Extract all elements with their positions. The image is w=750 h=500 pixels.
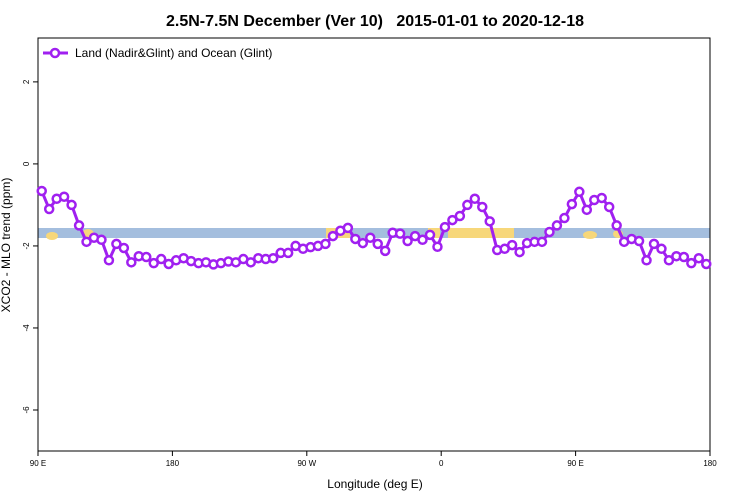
data-point: [417, 234, 428, 246]
data-point: [43, 203, 55, 215]
data-point: [611, 220, 622, 231]
x-tick-label: 90 E: [567, 459, 583, 468]
data-point: [118, 242, 130, 254]
data-point: [641, 255, 652, 266]
data-point: [36, 185, 47, 197]
data-point: [462, 199, 473, 211]
data-point: [701, 258, 712, 270]
data-point: [559, 212, 570, 224]
data-point: [148, 257, 159, 269]
data-point: [350, 233, 361, 245]
data-point: [678, 251, 690, 263]
data-point: [320, 238, 331, 250]
data-point: [477, 201, 488, 213]
plot-frame: [37, 37, 711, 452]
data-point: [469, 193, 481, 205]
y-tick-label: 0: [22, 161, 31, 166]
data-point: [73, 220, 85, 231]
x-tick-label: 180: [166, 459, 180, 468]
data-point: [686, 257, 697, 269]
x-axis-label: Longitude (deg E): [327, 477, 422, 491]
data-point: [327, 230, 339, 242]
data-point: [342, 222, 354, 234]
x-tick-label: 180: [703, 459, 717, 468]
data-point: [81, 236, 92, 248]
data-point: [454, 210, 466, 222]
data-point: [394, 228, 406, 239]
data-point: [603, 201, 615, 213]
data-point: [372, 238, 383, 250]
y-tick-label: -6: [22, 406, 31, 414]
data-point: [484, 216, 495, 227]
data-point: [581, 204, 593, 216]
data-point: [447, 214, 458, 226]
data-point: [267, 252, 279, 264]
data-point: [536, 236, 548, 248]
data-point: [141, 251, 152, 263]
y-tick-label: -4: [22, 324, 31, 332]
data-point: [282, 247, 294, 259]
data-point: [596, 192, 607, 204]
data-point: [155, 253, 167, 265]
y-tick-label: -2: [22, 242, 31, 250]
data-point: [365, 232, 376, 243]
data-point: [424, 229, 436, 241]
data-point: [544, 226, 555, 238]
data-point: [357, 237, 369, 249]
data-point: [111, 238, 122, 250]
data-point: [58, 191, 70, 202]
data-point: [656, 243, 667, 255]
data-point: [439, 221, 451, 233]
data-point: [66, 199, 77, 211]
data-point: [402, 235, 413, 247]
y-axis-label: XCO2 - MLO trend (ppm): [0, 178, 13, 313]
legend-label: Land (Nadir&Glint) and Ocean (Glint): [75, 46, 272, 60]
data-point: [574, 186, 585, 198]
x-tick-label: 0: [439, 459, 444, 468]
data-point: [693, 252, 705, 264]
data-point: [663, 255, 675, 266]
chart-title: 2.5N-7.5N December (Ver 10) 2015-01-01 t…: [166, 13, 584, 30]
data-point: [126, 257, 137, 268]
data-point: [566, 198, 578, 210]
legend-marker: [49, 47, 61, 59]
data-point: [379, 245, 391, 257]
data-point: [245, 257, 257, 268]
data-point: [103, 255, 115, 266]
data-point: [514, 246, 525, 258]
data-point: [432, 241, 443, 253]
data-point: [633, 235, 645, 247]
x-tick-label: 90 W: [297, 459, 316, 468]
data-point: [648, 238, 660, 250]
data-point: [551, 220, 563, 231]
data-point: [506, 239, 518, 251]
data-point: [96, 234, 107, 246]
y-tick-label: 2: [22, 79, 31, 84]
x-tick-label: 90 E: [30, 459, 46, 468]
